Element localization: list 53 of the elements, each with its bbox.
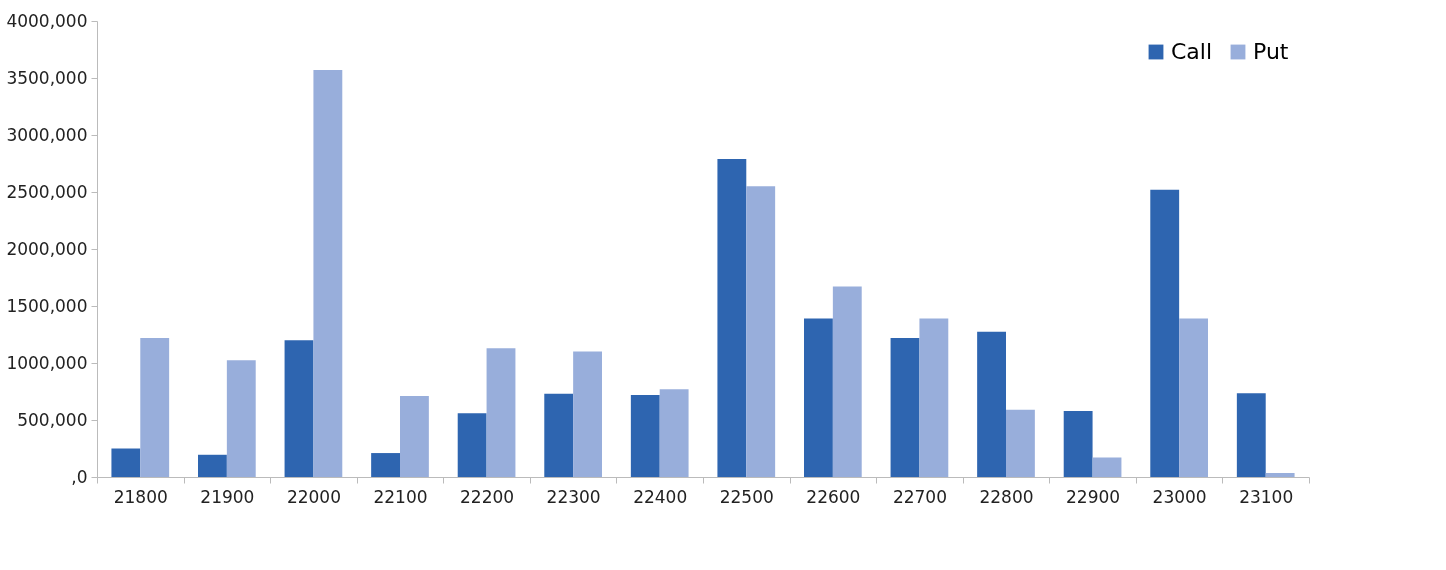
bar — [544, 393, 574, 477]
bar — [284, 340, 314, 477]
y-tick-label: 1000,000 — [6, 352, 88, 373]
bar — [977, 331, 1006, 477]
bar — [111, 448, 141, 477]
bar — [140, 337, 170, 477]
x-tick-label: 22800 — [979, 486, 1034, 507]
bar — [890, 337, 920, 477]
legend-label: Put — [1253, 39, 1289, 64]
x-tick-label: 22500 — [719, 486, 774, 507]
x-tick-label: 23100 — [1239, 486, 1294, 507]
x-tick-label: 22100 — [373, 486, 428, 507]
bar — [1150, 189, 1180, 477]
y-tick-label: 2500,000 — [6, 181, 88, 202]
y-tick-label: 1500,000 — [6, 295, 88, 316]
bar — [1265, 473, 1295, 477]
bar — [457, 413, 487, 477]
bar — [746, 186, 776, 477]
bar — [371, 453, 400, 477]
legend-label: Call — [1171, 39, 1213, 64]
y-tick-label: 500,000 — [17, 409, 88, 430]
x-tick-label: 22400 — [633, 486, 688, 507]
y-tick-label: 3500,000 — [6, 67, 88, 88]
bar — [1063, 410, 1093, 477]
x-tick-label: 22900 — [1066, 486, 1121, 507]
x-tick-label: 22600 — [806, 486, 861, 507]
bar — [1092, 457, 1122, 477]
x-tick-label: 22300 — [546, 486, 601, 507]
bar — [1006, 409, 1035, 477]
bar — [226, 360, 256, 477]
x-tick-label: 22200 — [460, 486, 515, 507]
x-tick-label: 22000 — [286, 486, 341, 507]
bar — [659, 389, 689, 477]
y-tick-label: 4000,000 — [6, 10, 88, 31]
x-tick-label: 23000 — [1152, 486, 1207, 507]
bar — [804, 318, 833, 477]
bar — [832, 286, 862, 477]
bar — [573, 351, 602, 477]
bar — [486, 348, 516, 477]
bar — [313, 70, 343, 477]
y-tick-label: 3000,000 — [6, 124, 88, 145]
bar — [717, 158, 747, 477]
bar — [919, 318, 949, 477]
bar — [198, 454, 227, 477]
x-tick-label: 21800 — [113, 486, 168, 507]
bar — [1179, 318, 1208, 477]
bar — [1236, 393, 1266, 477]
bar — [400, 396, 429, 477]
bar — [630, 394, 660, 477]
x-tick-label: 22700 — [892, 486, 947, 507]
y-tick-label: ,0 — [71, 466, 88, 487]
x-tick-label: 21900 — [200, 486, 255, 507]
y-tick-label: 2000,000 — [6, 238, 88, 259]
